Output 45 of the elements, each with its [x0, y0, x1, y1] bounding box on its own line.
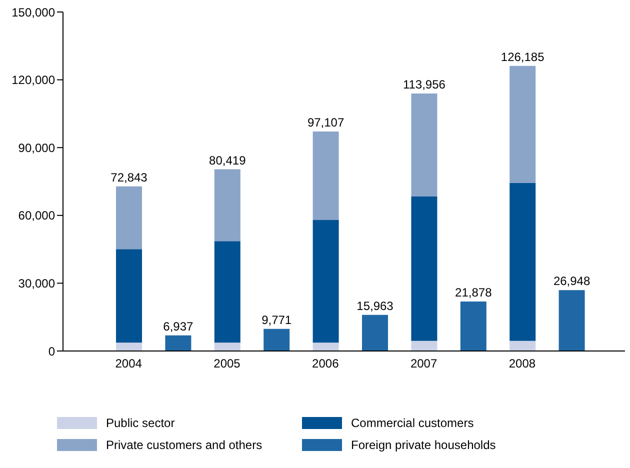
total-label: 72,843 — [110, 170, 148, 184]
total-label: 80,419 — [209, 153, 246, 168]
x-tick-label: 2008 — [508, 356, 536, 371]
legend-label: Commercial customers — [351, 416, 474, 430]
data-label: 6,937 — [163, 319, 194, 334]
bar — [411, 340, 438, 351]
y-tick-label: 0 — [48, 344, 56, 358]
bar — [411, 196, 438, 341]
y-tick-label: 150,000 — [12, 5, 56, 20]
y-tick-label: 30,000 — [18, 276, 56, 290]
data-label: 9,771 — [262, 312, 292, 327]
bar — [214, 169, 240, 242]
bar — [362, 314, 388, 351]
total-label: 126,185 — [500, 50, 545, 64]
x-tick-label: 2005 — [214, 356, 241, 371]
total-label: 113,956 — [402, 77, 446, 92]
bar — [510, 340, 536, 351]
legend-label: Public sector — [106, 416, 175, 430]
bar — [460, 302, 486, 351]
bar — [510, 182, 536, 341]
bar — [214, 342, 240, 351]
bar — [165, 335, 192, 351]
total-label: 97,107 — [307, 116, 344, 130]
bar — [312, 342, 339, 351]
bar — [214, 241, 240, 343]
bar — [116, 249, 142, 343]
bar — [264, 328, 290, 351]
bar — [558, 290, 585, 351]
bar — [510, 66, 536, 183]
data-label: 26,948 — [553, 274, 590, 288]
legend-label: Foreign private households — [351, 438, 496, 452]
y-tick-label: 120,000 — [12, 73, 56, 88]
bar — [116, 186, 142, 250]
data-label: 21,878 — [455, 286, 492, 300]
y-tick-label: 60,000 — [18, 208, 56, 223]
bar — [312, 220, 339, 343]
y-tick-label: 90,000 — [18, 140, 56, 155]
bar — [116, 342, 142, 351]
x-tick-label: 2007 — [410, 356, 438, 371]
bar — [312, 132, 339, 220]
x-tick-label: 2004 — [115, 356, 142, 371]
data-label: 15,963 — [356, 298, 394, 313]
bar — [411, 93, 438, 196]
legend-label: Private customers and others — [106, 438, 262, 452]
x-tick-label: 2006 — [312, 356, 340, 371]
